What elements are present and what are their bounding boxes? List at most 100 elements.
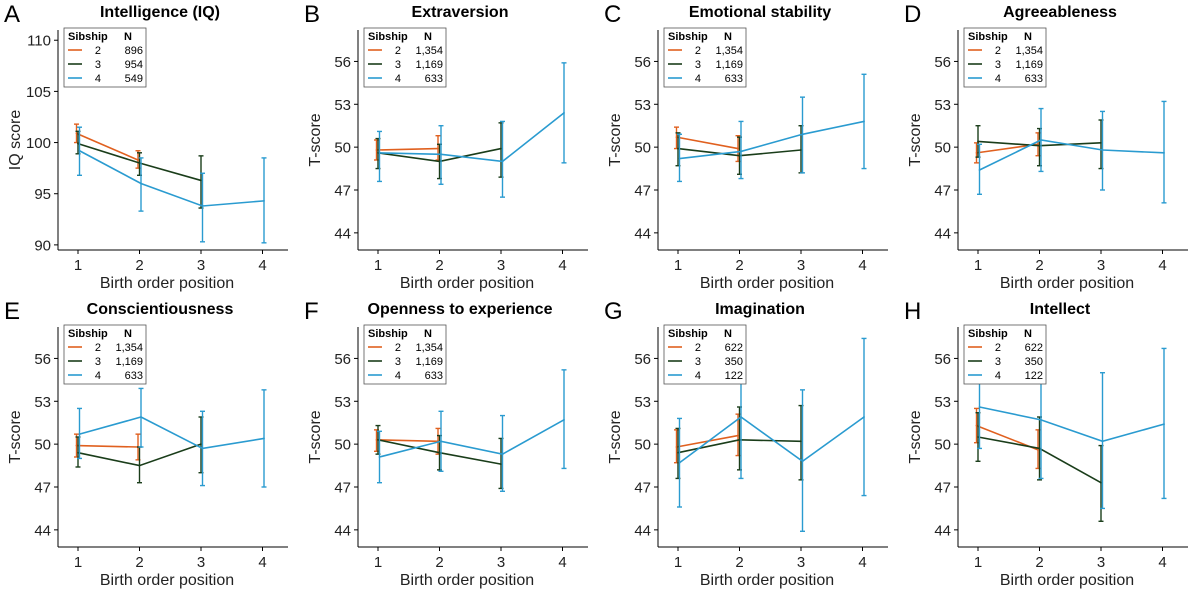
data-point [978, 169, 981, 171]
legend-sibship-value: 2 [395, 45, 401, 57]
y-tick-label: 53 [634, 394, 651, 411]
data-point [437, 147, 439, 150]
data-point [78, 433, 81, 436]
data-point [501, 453, 504, 456]
panel-letter: A [4, 1, 20, 28]
data-point [375, 149, 378, 151]
data-point [1037, 143, 1039, 146]
series-line-sibship-2 [376, 147, 439, 151]
x-tick-label: 4 [1158, 257, 1166, 274]
y-tick-label: 47 [934, 183, 951, 200]
panel-title: Intellect [1030, 301, 1091, 318]
x-tick-label: 3 [197, 257, 205, 274]
data-point [201, 205, 204, 207]
x-tick-label: 3 [797, 257, 805, 274]
x-tick-label: 1 [74, 554, 82, 571]
data-point [263, 437, 265, 440]
legend-n-value: 954 [125, 59, 143, 71]
legend-sibship-value: 4 [395, 73, 401, 85]
y-tick-label: 47 [634, 183, 651, 200]
panel-h: H Intellect 44 47 50 53 56 1 2 3 4 Birth order posi… [904, 298, 1188, 589]
legend: Sibship N 2 1,354 3 1,169 4 633 [363, 324, 447, 385]
x-axis-label: Birth order position [1000, 275, 1134, 292]
legend-sibship-value: 2 [995, 45, 1001, 57]
panel-e: E Conscientiousness 44 47 50 53 56 1 2 3 4 Birth or… [4, 298, 288, 589]
y-tick-label: 100 [26, 135, 51, 152]
panel-letter: F [304, 298, 319, 325]
data-point [200, 443, 202, 446]
data-point [740, 416, 742, 418]
data-point [737, 147, 739, 150]
legend-header-sibship: Sibship [368, 328, 408, 340]
y-tick-label: 53 [34, 394, 51, 411]
data-point [201, 447, 204, 450]
data-point [678, 461, 681, 464]
data-point [975, 151, 978, 154]
data-point [1037, 448, 1039, 451]
panel-d: D Agreeableness 44 47 50 53 56 1 2 3 4 Birth order … [904, 1, 1188, 292]
y-tick-label: 56 [34, 351, 51, 368]
x-axis-label: Birth order position [1000, 572, 1134, 589]
legend-header-sibship: Sibship [68, 31, 108, 43]
y-tick-label: 50 [34, 437, 51, 454]
y-tick-label: 53 [934, 97, 951, 114]
legend-header-n: N [1024, 31, 1032, 43]
legend: Sibship N 2 1,354 3 1,169 4 633 [963, 27, 1047, 88]
x-tick-label: 3 [797, 554, 805, 571]
panel-letter: C [604, 1, 621, 28]
x-tick-label: 2 [435, 257, 443, 274]
legend: Sibship N 2 1,354 3 1,169 4 633 [63, 324, 147, 385]
x-tick-label: 1 [974, 554, 982, 571]
data-point [438, 451, 441, 454]
y-axis-label: T-score [907, 113, 924, 166]
legend-n-value: 122 [725, 370, 743, 382]
legend-header-n: N [1024, 328, 1032, 340]
data-point [378, 151, 381, 154]
legend: Sibship N 2 1,354 3 1,169 4 633 [363, 27, 447, 88]
legend-n-value: 622 [1025, 342, 1043, 354]
y-axis-label: T-score [607, 113, 624, 166]
data-point [138, 162, 141, 164]
series-line-sibship-2 [676, 136, 739, 150]
data-point [440, 153, 442, 156]
legend-header-n: N [124, 328, 132, 340]
series-line-sibship-4 [679, 416, 865, 464]
data-point [1040, 139, 1042, 141]
data-point [140, 416, 142, 418]
legend-header-n: N [724, 31, 732, 43]
legend-sibship-value: 4 [95, 73, 101, 85]
legend-sibship-value: 3 [995, 356, 1001, 368]
data-point [800, 149, 802, 151]
legend: Sibship N 2 1,354 3 1,169 4 633 [663, 27, 747, 88]
x-tick-label: 3 [497, 554, 505, 571]
data-point [263, 199, 265, 202]
panel-letter: G [604, 298, 623, 325]
legend-sibship-value: 4 [395, 370, 401, 382]
data-point [377, 151, 379, 154]
panel-f: F Openness to experience 44 47 50 53 56 1 2 3 4 Bir… [304, 298, 588, 589]
y-tick-label: 44 [934, 522, 951, 539]
panel-title: Extraversion [412, 4, 509, 21]
legend-n-value: 1,169 [1015, 59, 1043, 71]
legend-n-value: 1,169 [415, 356, 443, 368]
legend-box [363, 324, 447, 385]
y-axis-label: T-score [7, 410, 24, 463]
data-point [863, 120, 865, 123]
y-tick-label: 44 [34, 522, 51, 539]
y-tick-label: 47 [334, 183, 351, 200]
series-line-sibship-2 [76, 444, 139, 448]
legend-header-n: N [424, 31, 432, 43]
panel-title: Emotional stability [689, 4, 831, 21]
series-line-sibship-2 [376, 439, 439, 443]
y-axis-label: T-score [307, 113, 324, 166]
legend-n-value: 633 [125, 370, 143, 382]
y-tick-label: 56 [634, 54, 651, 71]
x-axis-label: Birth order position [100, 275, 234, 292]
x-tick-label: 2 [1035, 554, 1043, 571]
legend-sibship-value: 4 [995, 73, 1001, 85]
data-point [800, 440, 802, 443]
series-line-sibship-4 [979, 139, 1165, 171]
x-tick-label: 2 [1035, 257, 1043, 274]
legend-box [963, 324, 1047, 385]
